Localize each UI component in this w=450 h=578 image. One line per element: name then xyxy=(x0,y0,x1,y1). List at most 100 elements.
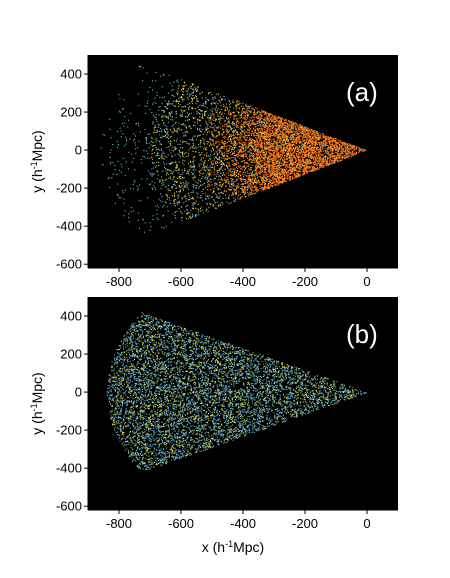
data-point xyxy=(132,183,134,185)
data-point xyxy=(246,139,248,141)
data-point xyxy=(277,182,279,184)
data-point xyxy=(224,174,226,176)
data-point xyxy=(302,171,304,173)
data-point xyxy=(261,165,263,167)
data-point xyxy=(180,151,182,153)
data-point xyxy=(268,163,270,165)
data-point xyxy=(273,171,275,173)
data-point xyxy=(122,108,124,110)
data-point xyxy=(252,191,254,193)
data-point xyxy=(116,140,118,142)
data-point xyxy=(260,154,262,156)
data-point xyxy=(161,102,163,104)
data-point xyxy=(126,140,128,142)
data-point xyxy=(327,161,329,163)
data-point xyxy=(325,142,327,144)
data-point xyxy=(256,190,258,192)
data-point xyxy=(207,185,209,187)
data-point xyxy=(323,143,325,145)
data-point xyxy=(279,155,281,157)
data-point xyxy=(337,160,339,162)
data-point xyxy=(242,154,244,156)
data-point xyxy=(261,144,263,146)
data-point xyxy=(274,128,276,130)
data-point xyxy=(215,161,217,163)
data-point xyxy=(286,149,288,151)
data-point xyxy=(284,136,286,138)
data-point xyxy=(258,135,260,137)
data-point xyxy=(232,138,234,140)
data-point xyxy=(273,159,275,161)
data-point xyxy=(243,162,245,164)
data-point xyxy=(233,184,235,186)
data-point xyxy=(339,143,341,145)
data-point xyxy=(308,142,310,144)
data-point xyxy=(264,141,266,143)
data-point xyxy=(318,149,320,151)
data-point xyxy=(350,146,352,148)
data-point xyxy=(229,122,231,124)
data-point xyxy=(249,158,251,160)
data-point xyxy=(230,113,232,115)
data-point xyxy=(228,165,230,167)
data-point xyxy=(332,146,334,148)
data-point xyxy=(272,174,274,176)
data-point xyxy=(260,173,262,175)
data-point xyxy=(255,160,257,162)
data-point xyxy=(336,149,338,151)
data-point xyxy=(294,139,296,141)
data-point xyxy=(290,124,292,126)
data-point xyxy=(244,186,246,188)
data-point xyxy=(320,158,322,160)
data-point xyxy=(262,128,264,130)
data-point xyxy=(222,98,224,100)
data-point xyxy=(192,173,194,175)
data-point xyxy=(309,129,311,131)
data-point xyxy=(286,143,288,145)
data-point xyxy=(270,126,272,128)
data-point xyxy=(129,138,131,140)
data-point xyxy=(266,143,268,145)
data-point xyxy=(282,171,284,173)
data-point xyxy=(331,160,333,162)
data-point xyxy=(254,170,256,172)
data-point xyxy=(286,174,288,176)
data-point xyxy=(257,141,259,143)
data-point xyxy=(286,137,288,139)
data-point xyxy=(288,149,290,151)
data-point xyxy=(265,180,267,182)
data-point xyxy=(242,137,244,139)
data-point xyxy=(247,157,249,159)
data-point xyxy=(343,151,345,153)
data-point xyxy=(257,159,259,161)
data-point xyxy=(313,159,315,161)
data-point xyxy=(145,150,147,152)
data-point xyxy=(308,148,310,150)
data-point xyxy=(291,166,293,168)
data-point xyxy=(221,147,223,149)
data-point xyxy=(293,146,295,148)
data-point xyxy=(260,120,262,122)
data-point xyxy=(221,185,223,187)
data-point xyxy=(199,112,201,114)
data-point xyxy=(282,150,284,152)
data-point xyxy=(198,101,200,103)
data-point xyxy=(176,138,178,140)
data-point xyxy=(319,137,321,139)
data-point xyxy=(240,129,242,131)
data-point xyxy=(257,151,259,153)
data-point xyxy=(239,171,241,173)
data-point xyxy=(243,190,245,192)
data-point xyxy=(346,153,348,155)
data-point xyxy=(262,166,264,168)
data-point xyxy=(222,147,224,149)
data-point xyxy=(273,171,275,173)
data-point xyxy=(260,156,262,158)
data-point xyxy=(279,129,281,131)
data-point xyxy=(337,146,339,148)
data-point xyxy=(251,193,253,195)
data-point xyxy=(294,140,296,142)
data-point xyxy=(237,194,239,196)
data-point xyxy=(268,134,270,136)
data-point xyxy=(212,141,214,143)
